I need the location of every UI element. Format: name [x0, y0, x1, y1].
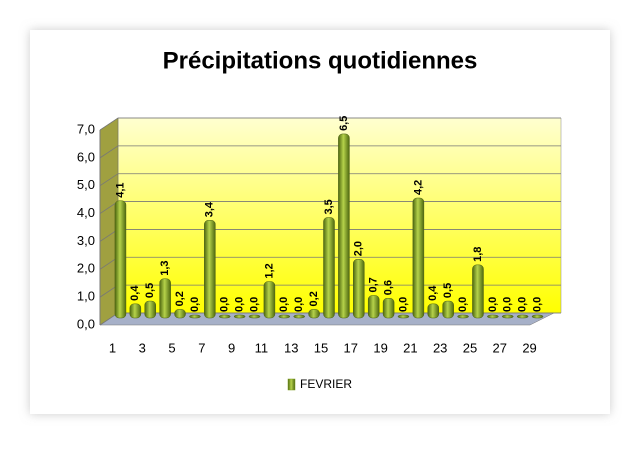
y-tick-label: 6,0: [77, 149, 95, 164]
legend-swatch: [287, 378, 296, 391]
bar: [502, 314, 514, 319]
value-label: 0,0: [248, 297, 260, 312]
bar: [323, 217, 335, 319]
value-label: 3,4: [204, 201, 216, 217]
x-tick-label: 13: [284, 340, 298, 355]
value-label: 0,0: [487, 297, 499, 312]
bar: [412, 197, 425, 319]
x-tick-label: 17: [344, 340, 358, 355]
y-tick-label: 0,0: [77, 316, 95, 331]
value-label: 0,0: [293, 297, 305, 312]
bar: [174, 309, 186, 319]
bar: [338, 133, 350, 319]
bar: [144, 300, 156, 319]
bar: [278, 314, 291, 319]
x-tick-label: 11: [255, 340, 269, 355]
grid-line: [99, 145, 561, 159]
value-label: 3,5: [323, 199, 335, 214]
grid-line: [99, 173, 561, 187]
x-tick-label: 9: [228, 340, 235, 355]
bar: [427, 303, 440, 319]
value-label: 0,0: [502, 297, 514, 312]
x-tick-label: 15: [314, 340, 328, 355]
bar: [293, 314, 305, 319]
grid-line: [99, 117, 561, 131]
value-label: 0,7: [368, 277, 380, 292]
y-tick-label: 4,0: [77, 205, 95, 220]
value-label: 0,0: [234, 297, 246, 312]
bar: [129, 303, 142, 319]
x-tick-label: 1: [109, 340, 116, 355]
value-label: 6,5: [338, 116, 350, 131]
value-label: 1,3: [159, 260, 171, 275]
x-tick-label: 3: [139, 340, 146, 355]
value-label: 0,0: [219, 297, 231, 312]
value-label: 0,2: [174, 291, 186, 306]
bar: [114, 200, 127, 319]
value-label: 4,1: [114, 182, 126, 197]
bar: [382, 298, 395, 319]
legend-label: FEVRIER: [300, 377, 352, 391]
value-label: 0,5: [144, 283, 156, 298]
value-label: 1,2: [263, 263, 275, 278]
value-label: 0,6: [382, 280, 394, 295]
bar: [248, 314, 261, 319]
x-tick-label: 7: [198, 340, 205, 355]
value-label: 0,2: [308, 291, 320, 306]
bar: [397, 314, 410, 319]
value-label: 2,0: [353, 241, 365, 256]
value-label: 1,8: [472, 247, 484, 262]
bar: [516, 314, 529, 319]
x-tick-label: 19: [373, 340, 387, 355]
x-tick-label: 21: [403, 340, 417, 355]
x-tick-label: 5: [168, 340, 175, 355]
bar: [204, 220, 216, 319]
bar: [233, 314, 246, 319]
y-tick-label: 5,0: [77, 177, 95, 192]
bar: [159, 278, 171, 319]
bar: [263, 281, 276, 319]
bar: [457, 314, 469, 319]
bar: [367, 295, 380, 319]
value-label: 0,0: [531, 297, 543, 312]
value-label: 0,0: [278, 297, 290, 312]
bar: [531, 314, 544, 319]
value-label: 4,2: [412, 180, 424, 195]
y-tick-label: 3,0: [77, 233, 95, 248]
value-label: 0,0: [397, 297, 409, 312]
y-tick-label: 1,0: [77, 289, 95, 304]
bar: [308, 309, 320, 319]
value-label: 0,4: [129, 285, 141, 301]
bar: [487, 314, 499, 319]
y-tick-label: 2,0: [77, 261, 95, 276]
x-tick-label: 23: [433, 340, 447, 355]
x-tick-label: 29: [522, 340, 536, 355]
bar: [189, 314, 201, 319]
bar: [353, 259, 365, 319]
x-tick-label: 27: [493, 340, 507, 355]
y-tick-label: 7,0: [77, 121, 95, 136]
x-tick-label: 25: [463, 340, 477, 355]
bar: [442, 300, 454, 319]
value-label: 0,0: [517, 297, 529, 312]
value-label: 0,0: [457, 297, 469, 312]
value-label: 0,0: [189, 297, 201, 312]
value-label: 0,4: [427, 285, 439, 301]
bar: [218, 314, 231, 319]
value-label: 0,5: [442, 283, 454, 298]
chart-title: Précipitations quotidiennes: [163, 47, 478, 74]
bar: [472, 264, 484, 319]
